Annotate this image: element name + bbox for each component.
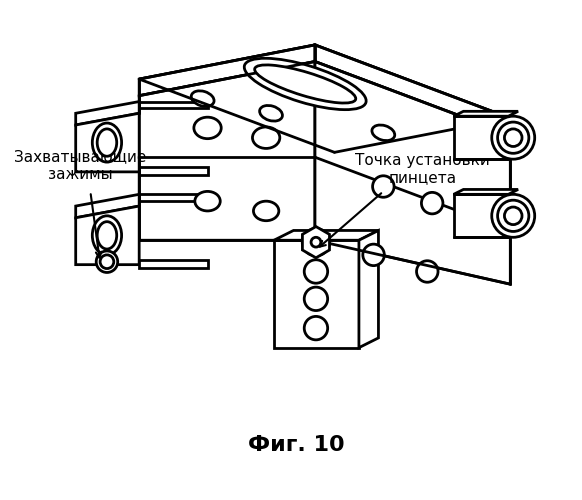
Ellipse shape bbox=[311, 238, 321, 247]
Ellipse shape bbox=[372, 176, 394, 198]
Ellipse shape bbox=[194, 117, 221, 138]
Polygon shape bbox=[359, 230, 378, 348]
Ellipse shape bbox=[372, 125, 395, 140]
Polygon shape bbox=[274, 240, 359, 348]
Ellipse shape bbox=[253, 201, 279, 220]
Ellipse shape bbox=[253, 127, 280, 148]
Polygon shape bbox=[315, 45, 510, 135]
Ellipse shape bbox=[100, 255, 114, 268]
Ellipse shape bbox=[505, 129, 522, 146]
Ellipse shape bbox=[302, 228, 329, 256]
Ellipse shape bbox=[304, 316, 328, 340]
Ellipse shape bbox=[304, 260, 328, 283]
Polygon shape bbox=[76, 206, 139, 264]
Polygon shape bbox=[453, 116, 508, 159]
Ellipse shape bbox=[498, 200, 529, 232]
Ellipse shape bbox=[492, 116, 535, 159]
Ellipse shape bbox=[96, 251, 118, 272]
Polygon shape bbox=[303, 226, 329, 258]
Ellipse shape bbox=[244, 58, 366, 110]
Text: Захватывающие
зажимы: Захватывающие зажимы bbox=[15, 149, 147, 182]
Ellipse shape bbox=[93, 123, 122, 162]
Polygon shape bbox=[453, 194, 508, 238]
Polygon shape bbox=[139, 102, 208, 108]
Polygon shape bbox=[76, 114, 139, 172]
Polygon shape bbox=[453, 190, 518, 194]
Ellipse shape bbox=[505, 207, 522, 224]
Ellipse shape bbox=[498, 122, 529, 154]
Polygon shape bbox=[76, 102, 139, 125]
Polygon shape bbox=[315, 62, 510, 284]
Ellipse shape bbox=[97, 129, 117, 156]
Polygon shape bbox=[139, 194, 208, 201]
Text: Фиг. 10: Фиг. 10 bbox=[248, 436, 345, 456]
Polygon shape bbox=[76, 194, 139, 218]
Ellipse shape bbox=[363, 244, 384, 266]
Ellipse shape bbox=[191, 91, 214, 106]
Ellipse shape bbox=[97, 222, 117, 249]
Polygon shape bbox=[139, 62, 315, 240]
Ellipse shape bbox=[417, 260, 438, 282]
Ellipse shape bbox=[306, 232, 326, 252]
Polygon shape bbox=[139, 167, 208, 175]
Polygon shape bbox=[453, 112, 518, 116]
Polygon shape bbox=[139, 45, 315, 96]
Polygon shape bbox=[139, 260, 208, 268]
Polygon shape bbox=[274, 230, 378, 240]
Ellipse shape bbox=[93, 216, 122, 255]
Ellipse shape bbox=[421, 192, 443, 214]
Ellipse shape bbox=[195, 192, 220, 211]
Ellipse shape bbox=[492, 194, 535, 238]
Text: Точка установки
пинцета: Точка установки пинцета bbox=[355, 153, 490, 186]
Ellipse shape bbox=[304, 287, 328, 310]
Polygon shape bbox=[139, 45, 510, 152]
Ellipse shape bbox=[255, 65, 356, 103]
Ellipse shape bbox=[260, 106, 282, 121]
